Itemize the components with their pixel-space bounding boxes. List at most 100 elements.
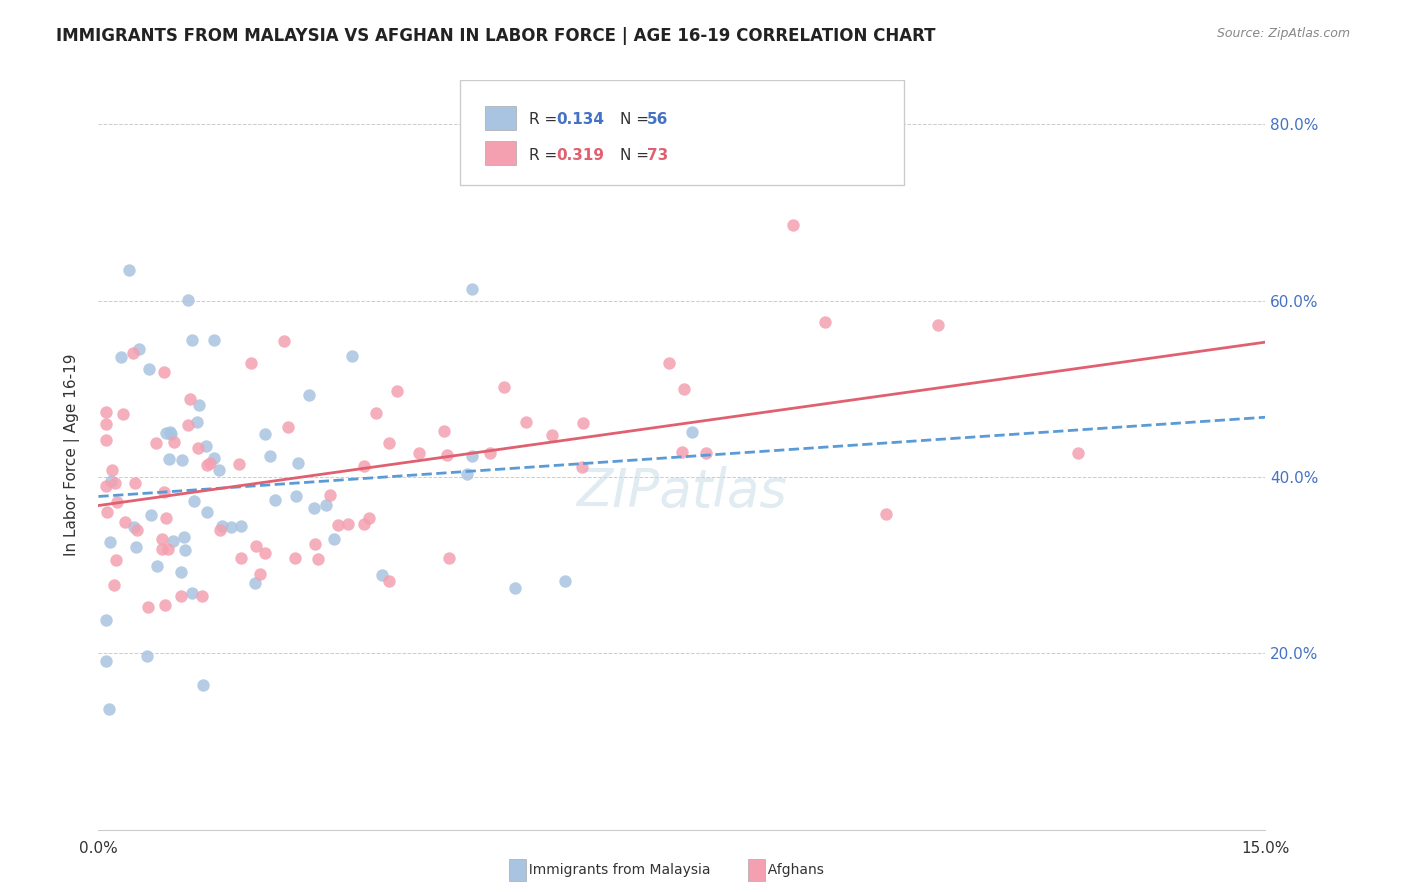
Point <box>100 474 122 488</box>
Text: Afghans: Afghans <box>759 863 824 877</box>
Point <box>179 392 201 406</box>
Point <box>195 439 218 453</box>
Point <box>494 380 516 394</box>
Point <box>219 520 242 534</box>
Point <box>541 428 564 442</box>
Point <box>125 523 148 537</box>
Text: Source: ZipAtlas.com: Source: ZipAtlas.com <box>1216 27 1350 40</box>
Point <box>408 446 430 460</box>
Point <box>695 446 717 460</box>
Point <box>370 568 392 582</box>
Point <box>174 543 197 558</box>
Point <box>326 517 349 532</box>
Point <box>170 453 193 467</box>
Point <box>195 505 218 519</box>
Point <box>156 541 179 556</box>
Point <box>173 530 195 544</box>
Point <box>124 476 146 491</box>
Point <box>138 362 160 376</box>
Point <box>114 515 136 529</box>
Text: 73: 73 <box>647 148 668 162</box>
Point <box>307 552 329 566</box>
Point <box>433 425 456 439</box>
Point <box>96 505 118 519</box>
Point <box>875 507 897 521</box>
Point <box>259 449 281 463</box>
Point <box>249 567 271 582</box>
Point <box>571 459 593 474</box>
Point <box>110 351 132 365</box>
Point <box>240 356 263 370</box>
Point <box>170 565 193 579</box>
Point <box>681 425 703 439</box>
FancyBboxPatch shape <box>485 141 516 165</box>
Point <box>304 537 326 551</box>
Point <box>186 416 208 430</box>
Point <box>254 427 277 442</box>
Y-axis label: In Labor Force | Age 16-19: In Labor Force | Age 16-19 <box>63 353 80 557</box>
Point <box>927 318 949 332</box>
Point <box>125 540 148 554</box>
Point <box>340 350 363 364</box>
Point <box>159 425 181 439</box>
Point <box>336 517 359 532</box>
Point <box>195 458 218 472</box>
Point <box>456 467 478 482</box>
Point <box>105 552 128 566</box>
Point <box>264 493 287 508</box>
Point <box>357 511 380 525</box>
Text: Immigrants from Malaysia: Immigrants from Malaysia <box>520 863 710 877</box>
Point <box>98 534 121 549</box>
Point <box>198 456 221 470</box>
Point <box>111 407 134 421</box>
FancyBboxPatch shape <box>460 80 904 186</box>
Point <box>814 314 837 328</box>
Point <box>136 648 159 663</box>
Point <box>231 550 253 565</box>
Point <box>515 415 537 429</box>
Point <box>211 519 233 533</box>
Point <box>287 456 309 470</box>
Point <box>202 333 225 347</box>
Point <box>208 463 231 477</box>
Point <box>103 578 125 592</box>
Point <box>183 494 205 508</box>
Point <box>187 441 209 455</box>
Point <box>188 398 211 412</box>
Point <box>128 342 150 356</box>
Point <box>353 458 375 473</box>
Text: R =: R = <box>529 112 562 128</box>
Point <box>315 498 337 512</box>
Point <box>231 518 253 533</box>
Point <box>503 581 526 595</box>
Point <box>122 520 145 534</box>
Point <box>658 356 681 370</box>
Point <box>163 435 186 450</box>
Point <box>460 450 482 464</box>
Point <box>105 495 128 509</box>
Point <box>387 384 409 399</box>
Point <box>153 485 176 500</box>
Point <box>96 479 118 493</box>
Point <box>439 551 461 566</box>
Point <box>208 523 231 537</box>
Point <box>118 263 141 277</box>
Point <box>104 476 127 491</box>
Point <box>1066 446 1088 460</box>
Point <box>101 462 124 476</box>
Point <box>177 293 200 307</box>
Point <box>160 426 183 441</box>
Point <box>145 435 167 450</box>
Point <box>284 551 307 566</box>
Point <box>323 532 346 546</box>
Point <box>96 613 118 627</box>
FancyBboxPatch shape <box>485 106 516 129</box>
Point <box>150 533 173 547</box>
Text: IMMIGRANTS FROM MALAYSIA VS AFGHAN IN LABOR FORCE | AGE 16-19 CORRELATION CHART: IMMIGRANTS FROM MALAYSIA VS AFGHAN IN LA… <box>56 27 936 45</box>
Point <box>96 433 118 447</box>
Point <box>378 435 401 450</box>
Point <box>228 458 250 472</box>
Point <box>672 382 695 396</box>
Point <box>136 599 159 614</box>
Point <box>122 346 145 360</box>
